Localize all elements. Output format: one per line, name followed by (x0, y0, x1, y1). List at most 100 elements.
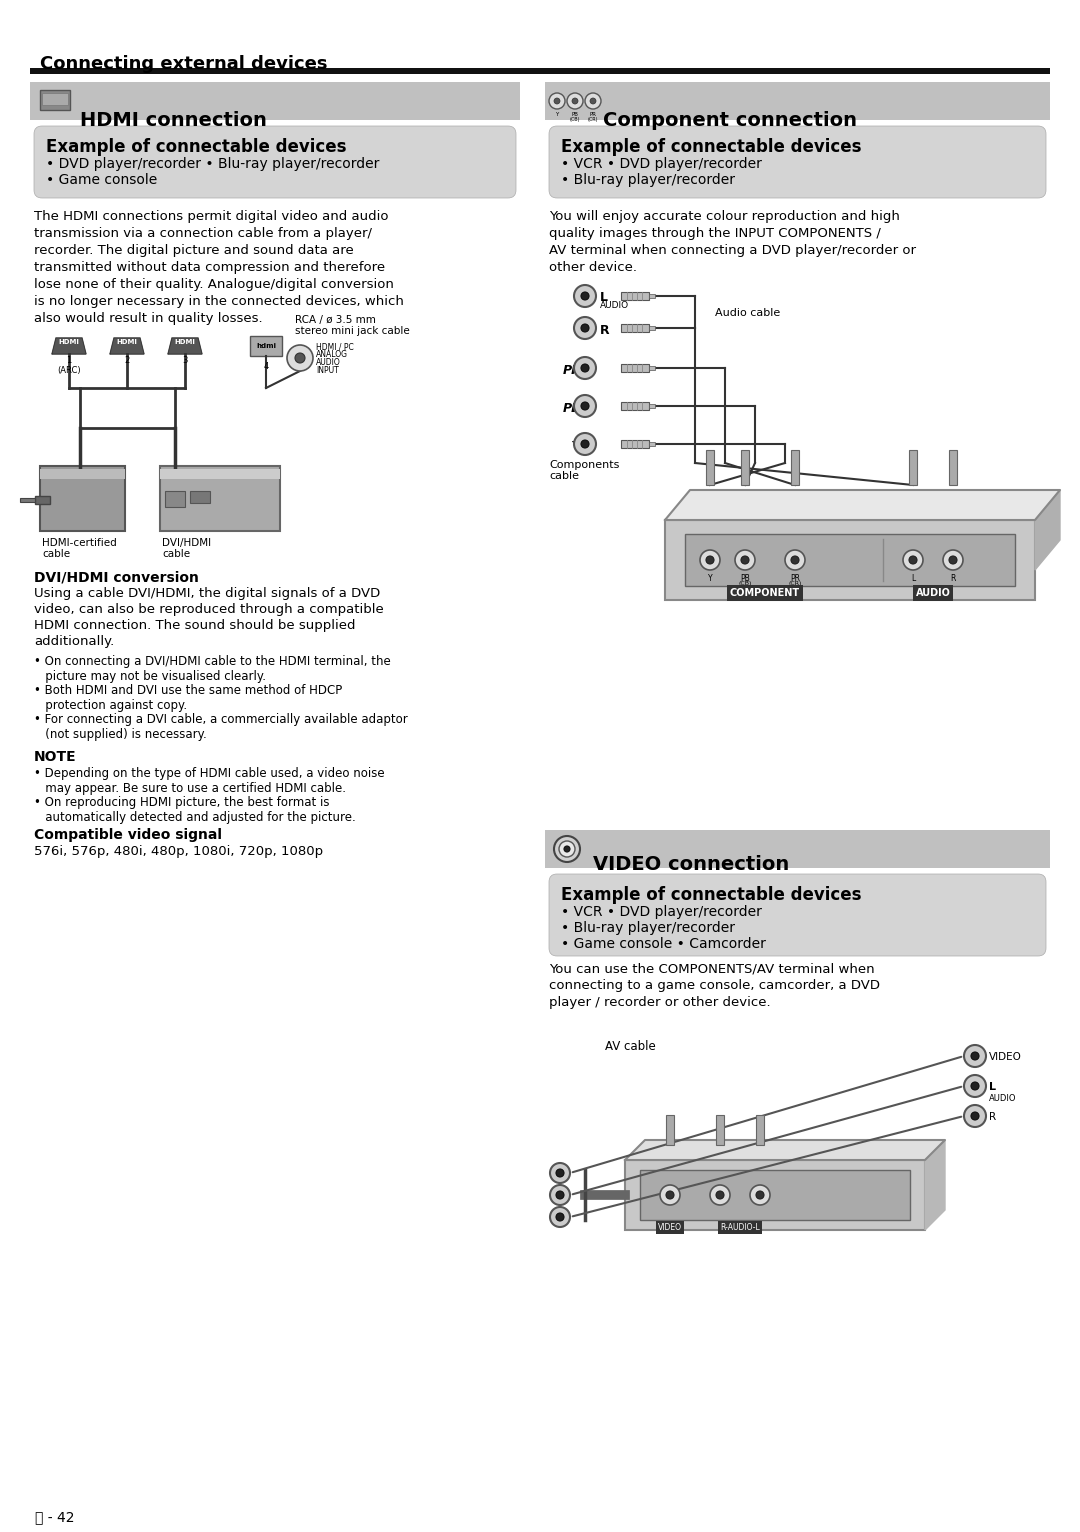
Text: recorder. The digital picture and sound data are: recorder. The digital picture and sound … (33, 244, 354, 257)
Circle shape (585, 93, 600, 109)
Text: RCA / ø 3.5 mm: RCA / ø 3.5 mm (295, 316, 376, 325)
Bar (621, 323, 649, 332)
Bar (165, 490, 185, 507)
Text: DVI/HDMI conversion: DVI/HDMI conversion (33, 570, 199, 584)
Circle shape (943, 550, 963, 570)
Text: AV cable: AV cable (605, 1040, 656, 1052)
Circle shape (556, 1169, 564, 1177)
Bar (190, 490, 210, 502)
Text: HDMI / PC: HDMI / PC (316, 342, 354, 351)
Bar (35, 496, 50, 504)
Text: AV terminal when connecting a DVD player/recorder or: AV terminal when connecting a DVD player… (549, 244, 916, 257)
Text: picture may not be visualised clearly.: picture may not be visualised clearly. (33, 669, 266, 682)
Circle shape (791, 556, 799, 564)
Text: 576i, 576p, 480i, 480p, 1080i, 720p, 1080p: 576i, 576p, 480i, 480p, 1080i, 720p, 108… (33, 846, 323, 858)
Polygon shape (924, 1140, 945, 1230)
Text: automatically detected and adjusted for the picture.: automatically detected and adjusted for … (33, 810, 355, 824)
Text: 3: 3 (183, 355, 188, 365)
Circle shape (550, 1207, 570, 1227)
Text: AUDIO: AUDIO (600, 300, 630, 309)
Text: Example of connectable devices: Example of connectable devices (561, 138, 862, 156)
Bar (160, 466, 280, 532)
Polygon shape (52, 339, 86, 354)
Text: HDMI connection. The sound should be supplied: HDMI connection. The sound should be sup… (33, 619, 355, 633)
Polygon shape (110, 339, 144, 354)
Text: VIDEO: VIDEO (989, 1052, 1022, 1062)
Bar (741, 450, 750, 486)
Circle shape (556, 1190, 564, 1200)
Circle shape (964, 1045, 986, 1066)
Text: R: R (950, 574, 956, 584)
Circle shape (581, 293, 589, 300)
Bar (716, 1115, 724, 1144)
Bar (30, 67, 1050, 74)
Polygon shape (625, 1140, 945, 1160)
Text: NOTE: NOTE (33, 751, 77, 764)
Bar (665, 519, 1035, 601)
Text: transmitted without data compression and therefore: transmitted without data compression and… (33, 260, 386, 274)
Text: DVI/HDMI: DVI/HDMI (162, 538, 211, 548)
Text: Example of connectable devices: Example of connectable devices (561, 885, 862, 904)
Circle shape (573, 395, 596, 417)
Text: • Both HDMI and DVI use the same method of HDCP: • Both HDMI and DVI use the same method … (33, 683, 342, 697)
Bar (640, 1170, 910, 1219)
Circle shape (581, 401, 589, 411)
Text: other device.: other device. (549, 260, 637, 274)
Circle shape (567, 93, 583, 109)
Bar (40, 469, 125, 480)
Bar (21, 498, 35, 502)
Bar (40, 90, 70, 110)
Text: (CR): (CR) (788, 581, 801, 587)
Circle shape (295, 352, 305, 363)
Text: (CB): (CB) (739, 581, 752, 587)
Text: You can use the COMPONENTS/AV terminal when: You can use the COMPONENTS/AV terminal w… (549, 962, 875, 974)
Bar (545, 83, 1050, 119)
Bar (160, 469, 280, 480)
Circle shape (964, 1075, 986, 1097)
Text: (CR): (CR) (588, 116, 598, 123)
Circle shape (573, 285, 596, 306)
Circle shape (556, 1213, 564, 1221)
Circle shape (971, 1112, 978, 1120)
Bar (649, 294, 654, 299)
Text: 1: 1 (66, 355, 71, 365)
FancyBboxPatch shape (549, 873, 1047, 956)
Bar (649, 404, 654, 408)
Circle shape (756, 1190, 764, 1200)
Bar (649, 326, 654, 329)
Bar (649, 443, 654, 446)
Circle shape (750, 1184, 770, 1206)
Text: L: L (989, 1082, 996, 1092)
Text: Connecting external devices: Connecting external devices (40, 55, 327, 74)
Text: (CB): (CB) (570, 116, 580, 123)
Text: AUDIO: AUDIO (316, 358, 341, 368)
Text: HDMI: HDMI (117, 339, 137, 345)
Text: HDMI: HDMI (58, 339, 80, 345)
Bar (706, 450, 714, 486)
Text: COMPONENT: COMPONENT (730, 588, 800, 597)
FancyBboxPatch shape (33, 126, 516, 198)
Text: You will enjoy accurate colour reproduction and high: You will enjoy accurate colour reproduct… (549, 210, 900, 224)
Bar (621, 440, 649, 447)
Text: cable: cable (42, 548, 70, 559)
Circle shape (550, 1163, 570, 1183)
Circle shape (909, 556, 917, 564)
Circle shape (573, 357, 596, 378)
Text: (not supplied) is necessary.: (not supplied) is necessary. (33, 728, 206, 740)
Text: Ⓐ - 42: Ⓐ - 42 (35, 1511, 75, 1524)
Text: Component connection: Component connection (603, 110, 858, 130)
Bar (666, 1115, 674, 1144)
Circle shape (564, 846, 570, 852)
Bar (42, 93, 68, 106)
Text: • VCR • DVD player/recorder: • VCR • DVD player/recorder (561, 905, 761, 919)
Text: 2: 2 (124, 355, 130, 365)
Text: (ARC): (ARC) (57, 366, 81, 374)
Circle shape (573, 434, 596, 455)
Text: Y: Y (707, 574, 713, 584)
Circle shape (590, 98, 596, 104)
Text: also would result in quality losses.: also would result in quality losses. (33, 313, 262, 325)
Text: 4: 4 (264, 362, 269, 371)
Circle shape (559, 841, 575, 856)
Bar (625, 1160, 924, 1230)
Bar (249, 336, 282, 355)
